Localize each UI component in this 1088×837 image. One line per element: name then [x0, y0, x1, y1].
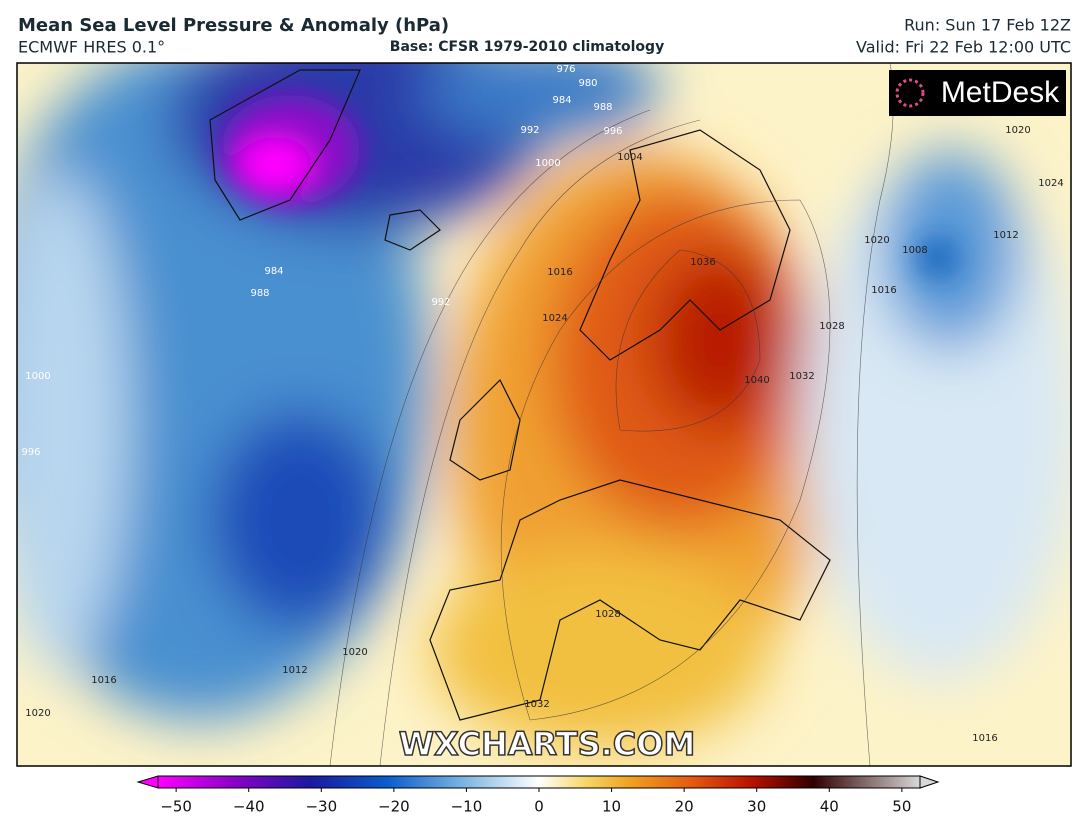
isobar-label: 1000	[535, 158, 560, 169]
isobar-label: 1016	[972, 733, 997, 744]
isobar-label: 1016	[91, 675, 116, 686]
isobar-label: 1020	[864, 235, 889, 246]
isobar-label: 1012	[993, 230, 1018, 241]
isobar-label: 1016	[871, 285, 896, 296]
colorbar-min-arrow	[136, 775, 159, 789]
isobar-label: 992	[520, 125, 539, 136]
isobar-label: 1008	[902, 245, 927, 256]
isobar-label: 996	[21, 447, 40, 458]
isobar-label: 1028	[819, 321, 844, 332]
colorbar-tick-label: 20	[675, 798, 694, 816]
isobar-label: 1020	[342, 647, 367, 658]
isobar-label: 1024	[542, 313, 567, 324]
colorbar-tick-label: −40	[233, 798, 265, 816]
colorbar-tick-label: −10	[451, 798, 483, 816]
isobar-label: 1040	[744, 375, 769, 386]
isobar-label: 976	[556, 64, 575, 75]
colorbar-tick-label: −30	[305, 798, 337, 816]
isobar-label: 1000	[25, 371, 50, 382]
logo-box	[889, 70, 1066, 116]
isobar-label: 984	[552, 95, 571, 106]
colorbar-bar	[157, 775, 921, 789]
colorbar-tick-label: 50	[892, 798, 911, 816]
isobar-label: 1024	[1038, 178, 1063, 189]
colorbar-tick-label: −20	[378, 798, 410, 816]
model: ECMWF HRES 0.1°	[18, 38, 165, 57]
map-frame	[16, 62, 1072, 767]
isobar-label: 996	[603, 126, 622, 137]
isobar-label: 1036	[690, 257, 715, 268]
isobar-label: 1028	[595, 609, 620, 620]
logo-icon	[895, 78, 925, 108]
colorbar-tick-label: −50	[160, 798, 192, 816]
isobar-label: 984	[264, 266, 283, 277]
isobar-label: 980	[578, 78, 597, 89]
base: Base: CFSR 1979-2010 climatology	[390, 39, 664, 55]
isobar-label: 1004	[617, 152, 642, 163]
isobar-label: 992	[431, 297, 450, 308]
colorbar-tick-label: 40	[820, 798, 839, 816]
isobar-label: 988	[250, 288, 269, 299]
colorbar-tick-label: 30	[747, 798, 766, 816]
isobar-label: 1032	[789, 371, 814, 382]
colorbar-max-arrow	[919, 775, 940, 789]
logo: MetDesk	[941, 76, 1060, 109]
valid: Valid: Fri 22 Feb 12:00 UTC	[856, 38, 1071, 57]
watermark: WXCHARTS.COM	[399, 725, 696, 763]
isobar-label: 1012	[282, 665, 307, 676]
isobar-label: 1020	[25, 708, 50, 719]
colorbar: −50 −40 −30 −20 −10 0 10 20 30 40 50	[136, 775, 940, 816]
title: Mean Sea Level Pressure & Anomaly (hPa)	[18, 15, 449, 36]
colorbar-tick-label: 0	[534, 798, 544, 816]
isobar-label: 1032	[524, 699, 549, 710]
isobar-label: 1016	[547, 267, 572, 278]
isobar-label: 1020	[1005, 125, 1030, 136]
colorbar-tick-label: 10	[602, 798, 621, 816]
map-field	[17, 63, 1071, 766]
run: Run: Sun 17 Feb 12Z	[904, 16, 1071, 35]
isobar-label: 988	[593, 102, 612, 113]
